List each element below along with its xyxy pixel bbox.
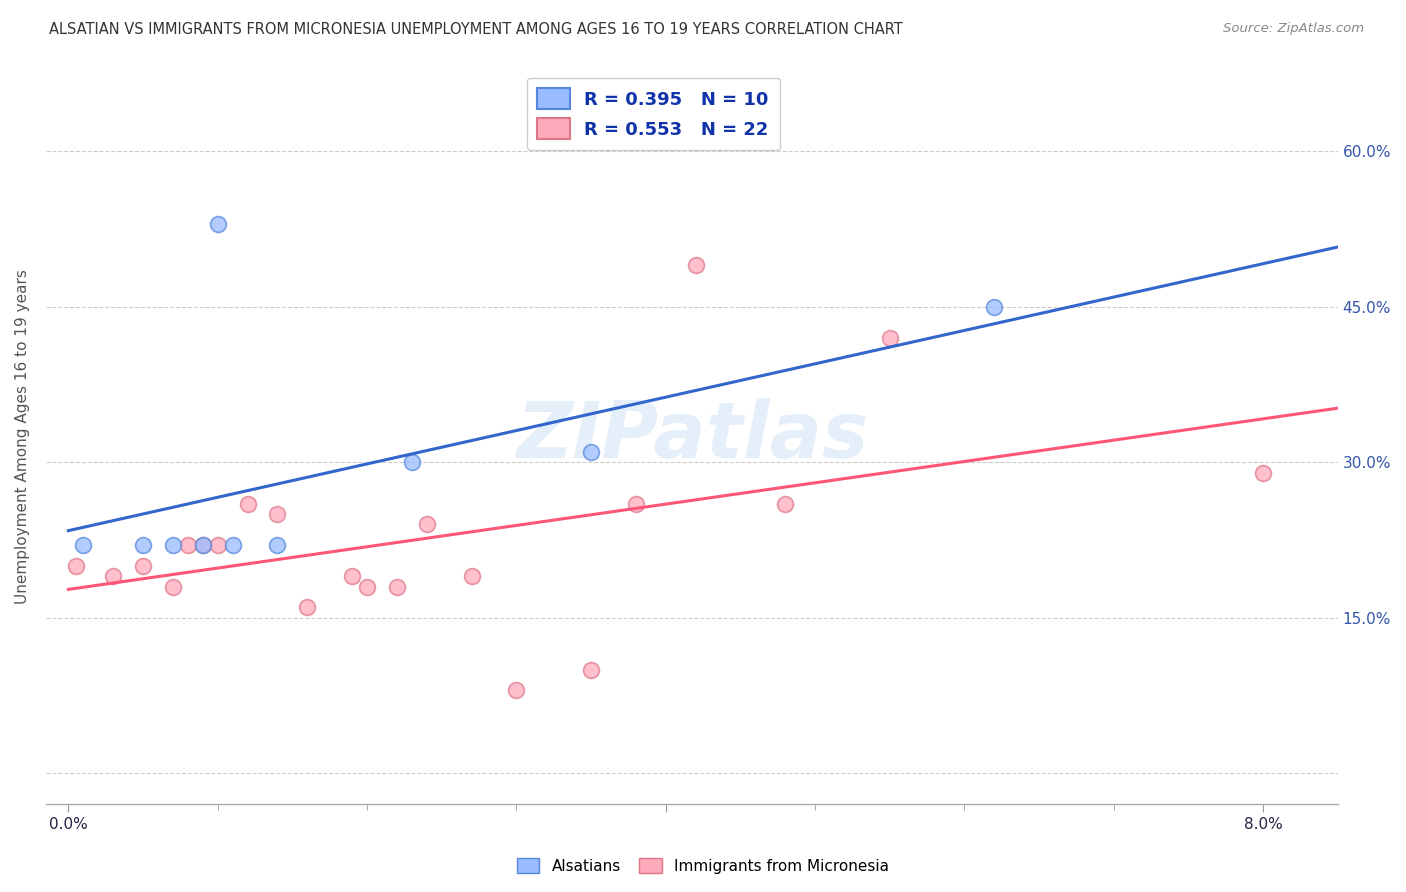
Point bbox=[1251, 466, 1274, 480]
Point bbox=[685, 259, 707, 273]
Point bbox=[579, 663, 602, 677]
Y-axis label: Unemployment Among Ages 16 to 19 years: Unemployment Among Ages 16 to 19 years bbox=[15, 268, 30, 604]
Text: Source: ZipAtlas.com: Source: ZipAtlas.com bbox=[1223, 22, 1364, 36]
Legend: R = 0.395   N = 10, R = 0.553   N = 22: R = 0.395 N = 10, R = 0.553 N = 22 bbox=[527, 78, 779, 150]
Point bbox=[266, 538, 288, 552]
Point bbox=[132, 538, 155, 552]
Point bbox=[162, 580, 184, 594]
Point bbox=[207, 217, 229, 231]
Point bbox=[65, 558, 87, 573]
Point bbox=[624, 497, 647, 511]
Point bbox=[177, 538, 200, 552]
Point bbox=[191, 538, 214, 552]
Point bbox=[101, 569, 124, 583]
Text: ALSATIAN VS IMMIGRANTS FROM MICRONESIA UNEMPLOYMENT AMONG AGES 16 TO 19 YEARS CO: ALSATIAN VS IMMIGRANTS FROM MICRONESIA U… bbox=[49, 22, 903, 37]
Point bbox=[460, 569, 482, 583]
Point bbox=[505, 683, 527, 698]
Point bbox=[72, 538, 94, 552]
Point bbox=[266, 507, 288, 521]
Text: ZIPatlas: ZIPatlas bbox=[516, 399, 868, 475]
Point bbox=[983, 300, 1005, 314]
Point bbox=[879, 331, 901, 345]
Point bbox=[401, 455, 423, 469]
Point bbox=[221, 538, 243, 552]
Point bbox=[191, 538, 214, 552]
Point bbox=[132, 558, 155, 573]
Point bbox=[385, 580, 408, 594]
Point bbox=[416, 517, 439, 532]
Point bbox=[236, 497, 259, 511]
Point bbox=[297, 600, 319, 615]
Point bbox=[162, 538, 184, 552]
Point bbox=[356, 580, 378, 594]
Legend: Alsatians, Immigrants from Micronesia: Alsatians, Immigrants from Micronesia bbox=[510, 852, 896, 880]
Point bbox=[773, 497, 796, 511]
Point bbox=[340, 569, 363, 583]
Point bbox=[207, 538, 229, 552]
Point bbox=[579, 445, 602, 459]
